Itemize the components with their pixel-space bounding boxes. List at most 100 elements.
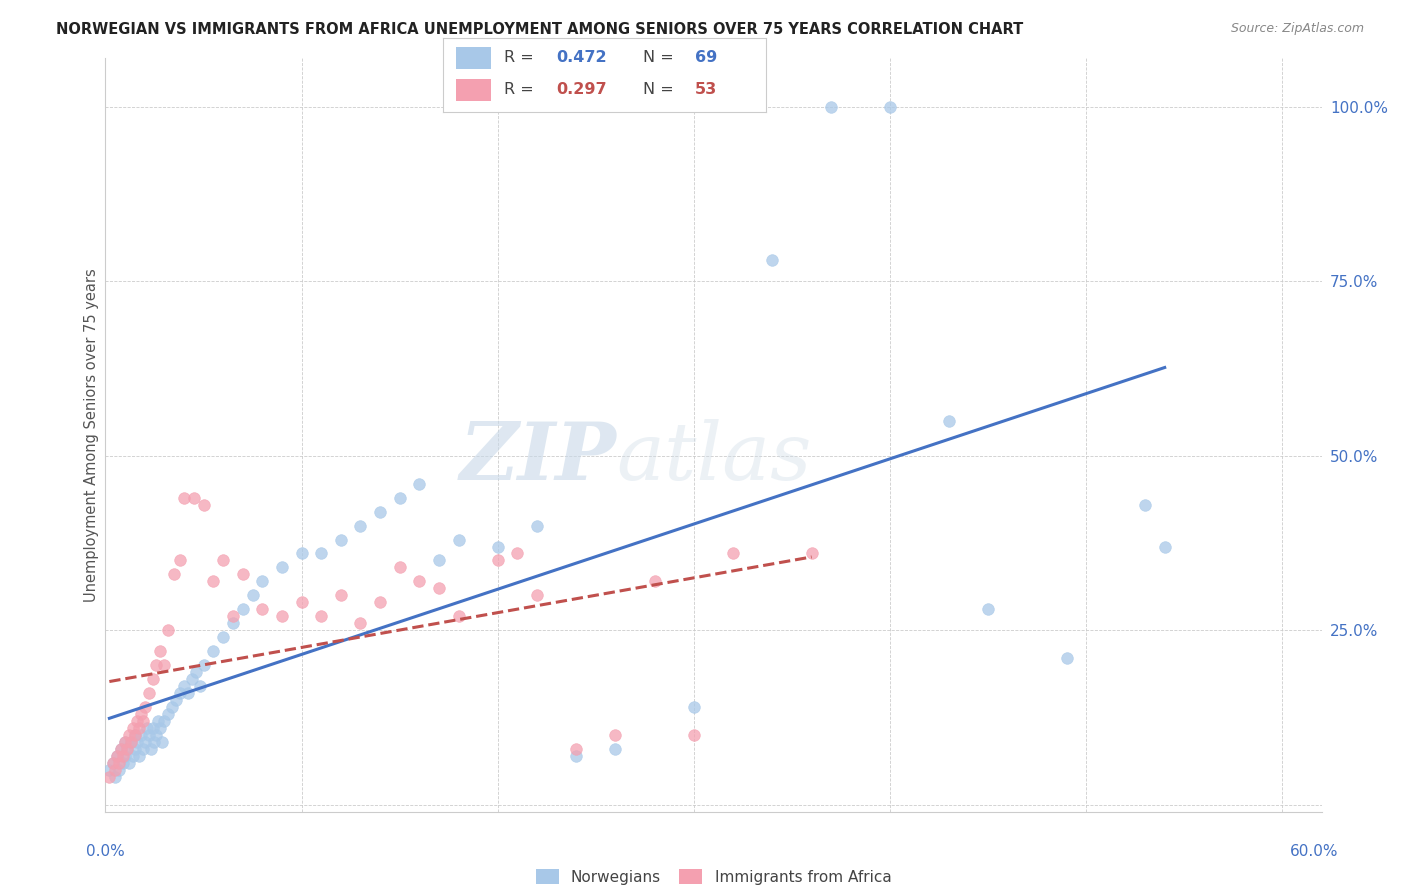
Text: 60.0%: 60.0% xyxy=(1291,845,1339,859)
Point xyxy=(349,616,371,631)
Point xyxy=(938,414,960,428)
Text: R =: R = xyxy=(505,50,540,65)
Point xyxy=(141,721,163,735)
Point xyxy=(150,735,173,749)
Point xyxy=(388,491,411,505)
Point xyxy=(138,686,160,700)
Point xyxy=(644,574,666,589)
Legend: Norwegians, Immigrants from Africa: Norwegians, Immigrants from Africa xyxy=(530,863,897,891)
Point xyxy=(486,553,509,567)
Point xyxy=(169,553,191,567)
Point xyxy=(202,644,225,658)
Point xyxy=(145,658,167,673)
Text: N =: N = xyxy=(644,50,679,65)
Point xyxy=(104,770,127,784)
Point xyxy=(124,728,146,742)
Point xyxy=(124,742,146,756)
Point xyxy=(271,609,294,624)
Text: 0.297: 0.297 xyxy=(557,82,607,97)
Point xyxy=(252,574,274,589)
Point xyxy=(232,602,254,616)
Point xyxy=(388,560,411,574)
Point xyxy=(134,735,156,749)
Text: NORWEGIAN VS IMMIGRANTS FROM AFRICA UNEMPLOYMENT AMONG SENIORS OVER 75 YEARS COR: NORWEGIAN VS IMMIGRANTS FROM AFRICA UNEM… xyxy=(56,22,1024,37)
Point xyxy=(447,609,470,624)
Point xyxy=(143,735,166,749)
Point xyxy=(212,630,235,644)
Point xyxy=(114,748,136,763)
Text: 0.472: 0.472 xyxy=(557,50,607,65)
Point xyxy=(879,100,901,114)
Point xyxy=(103,756,125,770)
Point xyxy=(486,540,509,554)
Point xyxy=(145,728,167,742)
Point xyxy=(132,714,155,728)
Point xyxy=(149,644,172,658)
FancyBboxPatch shape xyxy=(456,47,492,69)
Point xyxy=(132,742,155,756)
Point xyxy=(683,728,706,742)
Point xyxy=(180,672,202,686)
Point xyxy=(108,763,131,777)
Point xyxy=(427,553,450,567)
Point xyxy=(605,742,627,756)
Text: 0.0%: 0.0% xyxy=(86,845,125,859)
Point xyxy=(114,735,136,749)
Point xyxy=(160,700,183,714)
Point xyxy=(309,609,332,624)
Point xyxy=(721,547,744,561)
Y-axis label: Unemployment Among Seniors over 75 years: Unemployment Among Seniors over 75 years xyxy=(84,268,98,602)
Text: 53: 53 xyxy=(695,82,717,97)
Point xyxy=(128,748,150,763)
Point xyxy=(148,714,170,728)
Point xyxy=(193,498,215,512)
Point xyxy=(105,748,128,763)
Text: N =: N = xyxy=(644,82,679,97)
Point xyxy=(98,770,121,784)
Point xyxy=(115,742,138,756)
Point xyxy=(605,728,627,742)
Point xyxy=(163,567,186,582)
Point xyxy=(427,582,450,596)
Point xyxy=(112,756,135,770)
Point xyxy=(1133,498,1156,512)
Point xyxy=(565,742,588,756)
Point xyxy=(135,721,157,735)
Point xyxy=(1056,651,1078,665)
Point xyxy=(141,672,163,686)
Point xyxy=(368,505,391,519)
Point xyxy=(193,658,215,673)
Point xyxy=(184,665,207,680)
Point xyxy=(368,595,391,609)
Point xyxy=(202,574,225,589)
Point xyxy=(242,588,264,602)
Point xyxy=(291,547,314,561)
Text: Source: ZipAtlas.com: Source: ZipAtlas.com xyxy=(1230,22,1364,36)
Text: atlas: atlas xyxy=(616,418,811,496)
Point xyxy=(271,560,294,574)
Point xyxy=(329,588,352,602)
Point xyxy=(157,624,180,638)
Point xyxy=(820,100,842,114)
Point xyxy=(173,679,195,693)
Point xyxy=(153,658,176,673)
Point xyxy=(212,553,235,567)
Point xyxy=(309,547,332,561)
Point xyxy=(329,533,352,547)
Point xyxy=(138,728,160,742)
Point xyxy=(112,748,135,763)
Point xyxy=(157,706,180,721)
Text: 69: 69 xyxy=(695,50,717,65)
Point xyxy=(139,742,162,756)
Point xyxy=(125,735,148,749)
Point xyxy=(683,700,706,714)
Point xyxy=(149,721,172,735)
Point xyxy=(104,763,127,777)
Point xyxy=(761,253,783,268)
Point xyxy=(118,756,141,770)
Point xyxy=(349,518,371,533)
Text: ZIP: ZIP xyxy=(460,418,616,496)
Point xyxy=(252,602,274,616)
Point xyxy=(526,518,548,533)
Point xyxy=(120,735,142,749)
